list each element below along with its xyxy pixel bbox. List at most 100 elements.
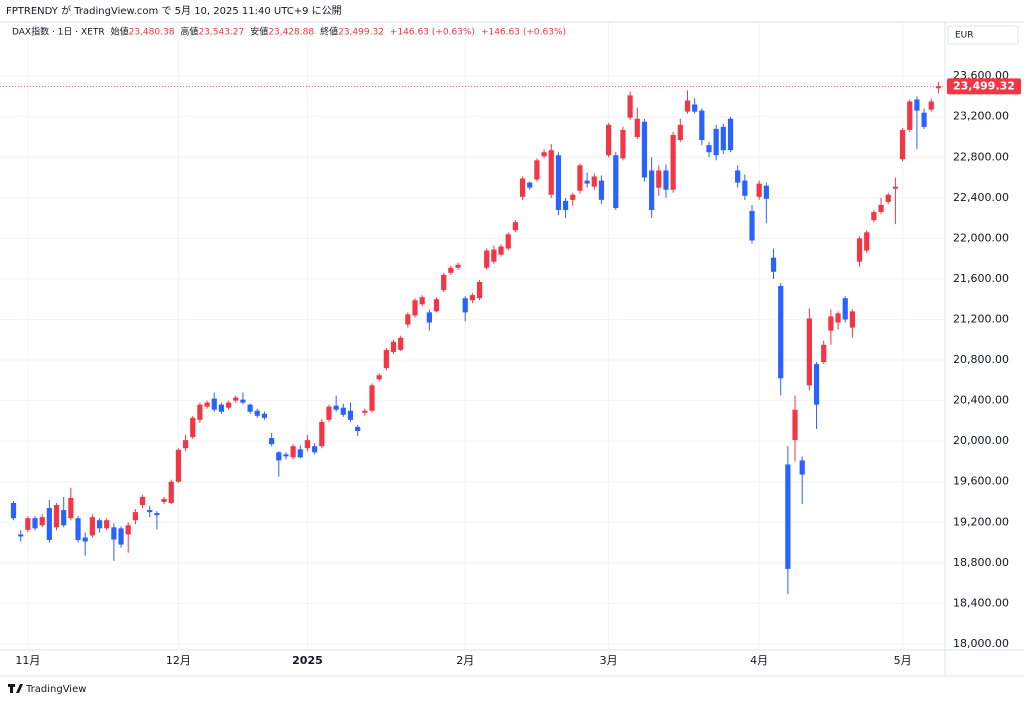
- candle-body: [139, 496, 146, 506]
- candle-body: [864, 232, 870, 251]
- y-tick-label: 19,200.00: [953, 515, 1009, 528]
- candle-body: [584, 180, 590, 184]
- legend-label: 安値: [250, 26, 268, 38]
- candle-body: [355, 426, 361, 432]
- candle-body: [813, 364, 820, 405]
- candle-body: [175, 449, 182, 482]
- candle-body: [462, 298, 468, 313]
- candle-body: [290, 446, 296, 458]
- candle-body: [10, 502, 17, 519]
- candle-body: [921, 112, 927, 127]
- candle-body: [61, 510, 67, 526]
- y-tick-label: 22,400.00: [953, 191, 1009, 204]
- candle-body: [390, 341, 397, 352]
- candle-body: [419, 297, 425, 305]
- candle-body: [606, 124, 612, 156]
- currency: EUR: [955, 31, 974, 41]
- candle-body: [591, 176, 597, 187]
- candle-body: [96, 520, 103, 529]
- candle-body: [555, 155, 562, 210]
- candle-body: [763, 185, 769, 199]
- candle-body: [125, 525, 131, 535]
- candle-body: [233, 397, 239, 401]
- candle-body: [885, 194, 891, 202]
- y-tick-label: 18,800.00: [953, 556, 1009, 569]
- candle-body: [892, 186, 899, 189]
- candle-body: [304, 440, 311, 449]
- x-tick-label: 5月: [894, 654, 912, 667]
- candle-body: [570, 194, 576, 200]
- candle-body: [634, 118, 640, 137]
- candle-body: [498, 246, 504, 255]
- candle-body: [799, 460, 805, 475]
- candle-body: [756, 183, 762, 197]
- y-tick-label: 18,400.00: [953, 596, 1009, 609]
- candle-body: [627, 95, 633, 118]
- candle-body: [828, 316, 834, 331]
- candle-body: [441, 274, 447, 291]
- candle-body: [412, 300, 418, 316]
- watermark-group: TradingView: [8, 684, 86, 695]
- candle-body: [842, 298, 848, 320]
- candle-body: [118, 528, 124, 545]
- candle-body: [426, 312, 432, 323]
- candle-body: [770, 257, 777, 272]
- candle-body: [878, 204, 884, 213]
- last-price-label: 23,499.32: [953, 79, 1015, 92]
- candle-body: [104, 520, 110, 529]
- candle-body: [821, 344, 827, 363]
- candle-body: [476, 281, 483, 299]
- candle-body: [835, 313, 841, 323]
- candle-body: [240, 399, 246, 403]
- candle-body: [641, 121, 648, 178]
- candle-body: [670, 134, 676, 190]
- candle-body: [484, 250, 490, 268]
- grid: [0, 22, 945, 650]
- legend-value: 23,499.32: [338, 28, 384, 38]
- candle-body: [89, 517, 95, 536]
- x-tick-label: 12月: [166, 654, 191, 667]
- candle-body: [735, 170, 741, 183]
- candle-body: [505, 234, 511, 249]
- y-tick-label: 22,800.00: [953, 150, 1009, 163]
- candle-body: [433, 299, 440, 312]
- candle-body: [68, 497, 74, 519]
- x-tick-label: 2月: [456, 654, 474, 667]
- candle-body: [369, 385, 375, 411]
- currency-box[interactable]: [947, 25, 1019, 45]
- legend-value: 23,543.27: [198, 28, 244, 38]
- candle-body: [720, 126, 726, 151]
- candle-body: [727, 118, 734, 151]
- y-tick-label: 18,000.00: [953, 637, 1009, 650]
- legend: DAX指数 · 1日 · XETR 始値 23,480.38 高値 23,543.27…: [12, 26, 566, 38]
- candle-body: [326, 406, 332, 420]
- x-tick-label: 4月: [750, 654, 768, 667]
- candle-body: [663, 170, 669, 190]
- candle-body: [448, 267, 454, 273]
- candle-body: [792, 409, 798, 441]
- legend-change: +146.63 (+0.63%): [481, 28, 566, 38]
- legend-change: +146.63 (+0.63%): [390, 28, 475, 38]
- candle-body: [147, 510, 153, 513]
- candle-body: [914, 99, 920, 111]
- candle-body: [519, 178, 526, 197]
- candle-body: [283, 454, 289, 457]
- candle-body: [455, 264, 461, 268]
- candle-body: [247, 404, 253, 412]
- candle-body: [935, 86, 942, 89]
- candle-body: [254, 410, 260, 416]
- candle-body: [649, 170, 655, 210]
- candle-body: [154, 513, 160, 516]
- candle-body: [111, 527, 117, 540]
- candle-body: [742, 180, 748, 196]
- candle-body: [491, 249, 497, 262]
- candle-body: [928, 101, 934, 110]
- candle-body: [699, 110, 705, 141]
- candle-body: [312, 446, 318, 453]
- candle-body: [276, 452, 282, 461]
- candle-body: [534, 160, 540, 180]
- x-tick-label: 2025: [292, 654, 323, 667]
- candle-body: [656, 170, 662, 188]
